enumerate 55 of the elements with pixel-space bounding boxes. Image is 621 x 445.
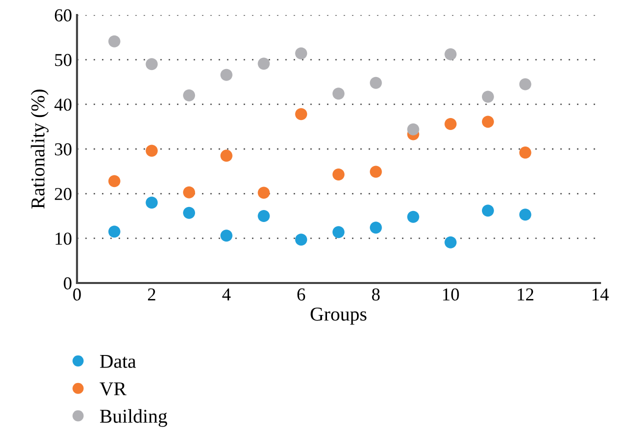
- point: [444, 48, 457, 60]
- x-tick-label: 4: [222, 288, 231, 300]
- x-tick-label: 2: [148, 288, 156, 300]
- y-tick-label: 60: [54, 9, 72, 22]
- y-tick-label: 30: [54, 143, 72, 156]
- point: [370, 166, 382, 178]
- point: [183, 186, 196, 198]
- legend-label: VR: [100, 382, 126, 396]
- point: [519, 78, 532, 90]
- point: [183, 89, 196, 102]
- point: [519, 146, 532, 159]
- point: [444, 236, 457, 248]
- point: [258, 58, 270, 70]
- point: [444, 118, 457, 130]
- point: [220, 150, 232, 162]
- x-tick-label: 12: [518, 288, 534, 300]
- y-tick-label: 20: [54, 188, 72, 200]
- y-tick-label: 40: [54, 98, 72, 111]
- point: [220, 68, 232, 81]
- point: [519, 208, 532, 221]
- point: [407, 123, 420, 136]
- point: [108, 175, 120, 188]
- point: [258, 210, 270, 222]
- point: [183, 206, 196, 219]
- x-tick-label: 6: [297, 288, 306, 301]
- y-axis-title: Rationality (%): [30, 90, 49, 209]
- point: [482, 116, 494, 128]
- point: [146, 196, 158, 209]
- y-tick-label: 0: [64, 277, 72, 290]
- point: [220, 230, 232, 242]
- point: [332, 226, 345, 238]
- point: [295, 108, 308, 120]
- x-tick-label: 10: [443, 288, 459, 301]
- point: [482, 90, 494, 103]
- point: [332, 88, 345, 100]
- y-tick-label: 10: [56, 232, 72, 245]
- point: [146, 144, 158, 157]
- point: [370, 222, 382, 234]
- point: [258, 186, 270, 199]
- point: [108, 226, 120, 238]
- legend-label: Data: [100, 354, 136, 368]
- x-tick-label: 8: [372, 288, 380, 301]
- legend-label: Building: [100, 409, 168, 427]
- point: [295, 47, 308, 60]
- x-axis-title: Groups: [310, 308, 366, 325]
- point: [482, 204, 494, 217]
- point: [295, 234, 308, 246]
- y-tick-label: 50: [55, 54, 72, 66]
- point: [146, 58, 158, 70]
- point: [108, 35, 120, 48]
- point: [407, 210, 420, 223]
- x-tick-label: 14: [592, 288, 609, 300]
- point: [332, 168, 345, 180]
- point: [370, 76, 382, 89]
- x-tick-label: 0: [73, 288, 81, 301]
